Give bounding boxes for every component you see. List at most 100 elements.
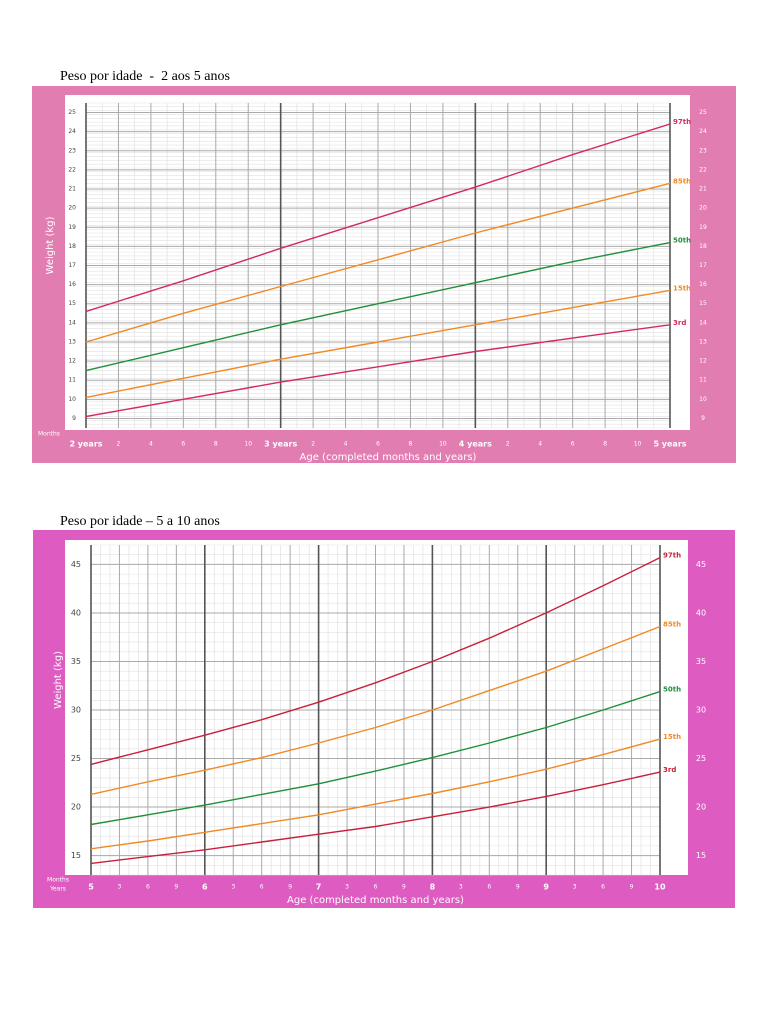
x-tick-label: 6 [181,441,185,448]
x-tick-label: 3 [345,884,349,891]
y-tick-label-right: 25 [696,754,706,763]
x-tick-label: 10 [244,441,252,448]
x-tick-label: 5 [88,883,94,892]
x-row-label: Months [38,431,60,438]
y-tick-label-right: 11 [699,377,707,384]
percentile-line [90,738,661,850]
x-tick-label: 9 [516,884,520,891]
y-tick-label-right: 16 [699,281,707,288]
x-tick-label: 7 [316,883,322,892]
percentile-line [90,556,661,766]
x-tick-label: 9 [174,884,178,891]
x-tick-label: 2 years [69,440,102,449]
x-tick-label: 6 [601,884,605,891]
y-tick-label: 45 [71,560,81,569]
y-tick-label-right: 40 [696,608,706,617]
x-row-label: Years [49,886,66,893]
y-tick-label: 20 [71,803,81,812]
x-tick-label: 4 years [459,440,492,449]
x-tick-label: 9 [288,884,292,891]
y-tick-label-right: 23 [699,147,707,154]
x-tick-label: 6 [376,441,380,448]
x-tick-label: 10 [634,441,642,448]
series-label: 50th [663,686,681,694]
y-tick-label: 25 [71,754,81,763]
y-tick-label-right: 15 [699,300,707,307]
y-tick-label: 12 [68,358,76,365]
x-axis-title: Age (completed months and years) [300,452,477,463]
x-tick-label: 8 [430,883,436,892]
x-axis-title: Age (completed months and years) [287,895,464,906]
y-tick-label: 11 [68,377,76,384]
x-tick-label: 9 [402,884,406,891]
y-tick-label: 18 [68,243,76,250]
y-tick-label-right: 21 [699,186,707,193]
x-tick-label: 10 [439,441,447,448]
series-label: 97th [673,118,691,126]
percentile-line [85,182,671,343]
y-tick-label: 40 [71,608,81,617]
y-tick-label: 24 [68,128,76,135]
y-tick-label-right: 12 [699,358,707,365]
x-tick-label: 2 [117,441,121,448]
heading: Peso por idade - 2 aos 5 anos [60,69,230,84]
percentile-line [90,771,661,865]
x-tick-label: 8 [214,441,218,448]
y-tick-label: 19 [68,224,76,231]
y-tick-label-right: 24 [699,128,707,135]
x-tick-label: 6 [487,884,491,891]
y-tick-label-right: 19 [699,224,707,231]
x-tick-label: 10 [654,883,666,892]
x-tick-label: 4 [149,441,153,448]
y-tick-label: 13 [68,338,76,345]
x-tick-label: 6 [202,883,208,892]
y-tick-label: 15 [71,851,81,860]
x-row-label: Months [47,877,69,884]
y-tick-label: 14 [68,319,76,326]
y-tick-label: 20 [68,205,76,212]
y-tick-label: 23 [68,147,76,154]
series-label: 15th [663,733,681,741]
y-tick-label-right: 9 [701,415,705,422]
y-tick-label-right: 22 [699,166,707,173]
y-tick-label: 10 [68,396,76,403]
y-tick-label: 9 [72,415,76,422]
x-tick-label: 6 [146,884,150,891]
y-tick-label-right: 17 [699,262,707,269]
y-tick-label-right: 45 [696,560,706,569]
percentile-line [85,241,671,372]
y-tick-label: 22 [68,166,76,173]
x-tick-label: 4 [538,441,542,448]
percentile-line [85,289,671,399]
x-tick-label: 3 [231,884,235,891]
x-tick-label: 3 years [264,440,297,449]
x-tick-label: 4 [344,441,348,448]
y-tick-label-right: 10 [699,396,707,403]
series-label: 85th [663,621,681,629]
percentile-line [90,690,661,826]
y-tick-label-right: 25 [699,109,707,116]
percentile-line [85,123,671,313]
y-axis-title: Weight (kg) [53,651,64,709]
x-tick-label: 8 [603,441,607,448]
y-tick-label: 30 [71,706,81,715]
y-tick-label: 17 [68,262,76,269]
y-tick-label-right: 35 [696,657,706,666]
percentile-line [90,625,661,796]
x-tick-label: 5 years [653,440,686,449]
x-tick-label: 3 [118,884,122,891]
y-tick-label: 35 [71,657,81,666]
series-label: 15th [673,284,691,292]
y-tick-label-right: 20 [696,803,706,812]
series-label: 97th [663,552,681,560]
x-tick-label: 6 [260,884,264,891]
heading: Peso por idade – 5 a 10 anos [60,514,220,529]
y-tick-label-right: 20 [699,205,707,212]
y-tick-label: 21 [68,186,76,193]
x-tick-label: 9 [630,884,634,891]
series-label: 50th [673,237,691,245]
y-tick-label-right: 13 [699,338,707,345]
series-label: 3rd [673,319,686,327]
y-tick-label: 16 [68,281,76,288]
